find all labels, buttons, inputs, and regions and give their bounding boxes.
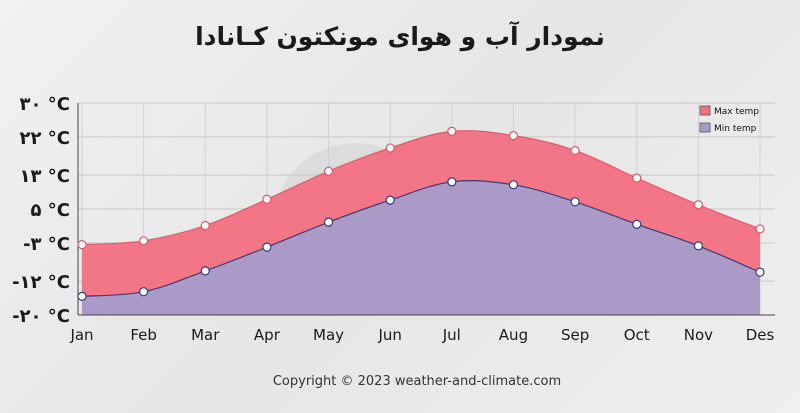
y-tick-label: ۱۳ °C	[20, 166, 70, 187]
x-tick-label-sep: Sep	[561, 326, 589, 344]
x-tick-label-may: May	[313, 326, 344, 344]
series-area-min-temp	[82, 180, 760, 315]
y-tick-label: ۲۲ °C	[20, 128, 70, 149]
point-min-temp-oct	[632, 219, 642, 229]
point-max-temp-aug	[508, 131, 519, 141]
x-tick-label-mar: Mar	[191, 326, 220, 344]
x-tick-label-jul: Jul	[442, 326, 461, 344]
point-min-temp-aug	[508, 180, 519, 190]
point-max-temp-jun	[385, 143, 395, 153]
y-tick-label: -۳ °C	[23, 234, 70, 255]
point-min-temp-jun	[385, 195, 395, 205]
point-max-temp-feb	[139, 236, 149, 246]
point-max-temp-oct	[632, 173, 642, 183]
x-tick-label-jun: Jun	[377, 326, 401, 344]
point-max-temp-nov	[693, 200, 703, 210]
x-tick-label-des: Des	[746, 326, 775, 344]
x-tick-label-feb: Feb	[130, 326, 157, 344]
y-tick-label: -۲۰ °C	[12, 306, 70, 327]
point-min-temp-may	[323, 217, 334, 227]
point-max-temp-jul	[447, 126, 457, 137]
copyright-text: Copyright © 2023 weather-and-climate.com	[272, 374, 562, 389]
y-tick-label: ۵ °C	[31, 200, 70, 221]
y-tick-label: ۳۰ °C	[20, 94, 70, 115]
point-min-temp-jan	[77, 291, 87, 301]
point-max-temp-jan	[77, 240, 87, 250]
x-tick-label-nov: Nov	[684, 326, 713, 344]
point-max-temp-apr	[262, 194, 272, 204]
chart-title: نمودار آب و هوای مونکتون کـانادا	[195, 22, 605, 51]
x-tick-label-oct: Oct	[624, 326, 650, 344]
point-min-temp-nov	[693, 241, 703, 251]
point-min-temp-apr	[262, 242, 272, 252]
point-min-temp-feb	[139, 287, 149, 297]
y-tick-label: -۱۲ °C	[12, 272, 70, 293]
point-min-temp-mar	[200, 266, 210, 276]
point-max-temp-mar	[200, 220, 210, 231]
point-min-temp-jul	[447, 177, 457, 187]
point-min-temp-sep	[570, 197, 580, 207]
x-tick-label-apr: Apr	[254, 326, 281, 344]
point-max-temp-may	[323, 166, 334, 176]
point-max-temp-sep	[570, 145, 580, 156]
legend-swatch-max-temp	[699, 105, 711, 116]
point-min-temp-des	[755, 267, 765, 277]
point-max-temp-des	[755, 224, 765, 234]
x-tick-label-jan: Jan	[69, 326, 93, 344]
legend-label-max-temp: Max temp	[714, 107, 759, 117]
legend-swatch-min-temp	[699, 122, 711, 133]
legend-label-min-temp: Min temp	[714, 124, 757, 134]
x-tick-label-aug: Aug	[499, 326, 528, 344]
